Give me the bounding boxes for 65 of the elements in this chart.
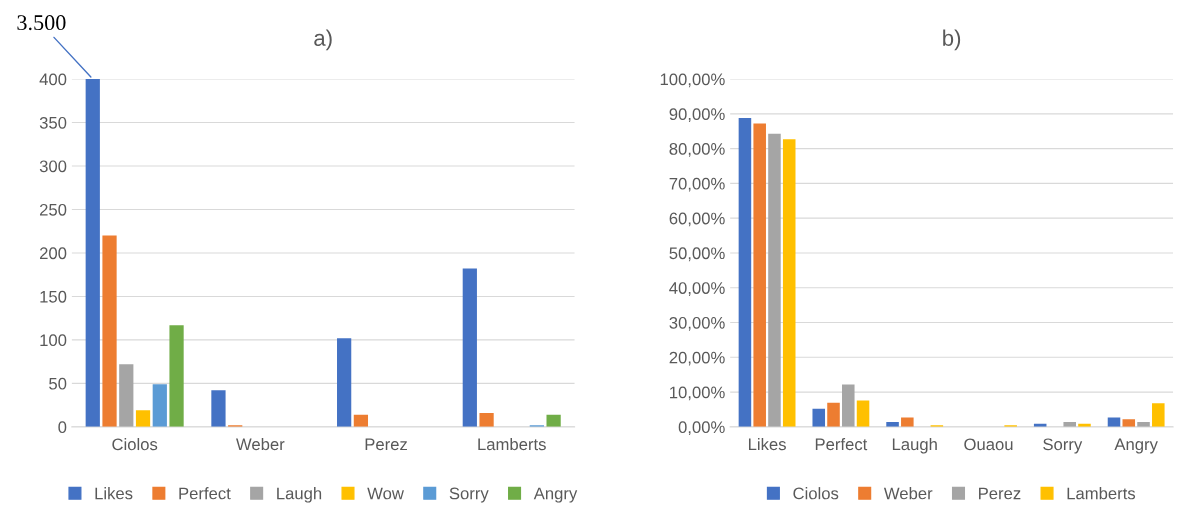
x-tick-label: Likes	[748, 437, 786, 451]
x-tick-label: Angry	[1114, 438, 1158, 454]
y-tick-label: 70,00%	[669, 177, 725, 192]
legend-label: Likes	[95, 487, 133, 500]
y-tick-label: 40,00%	[669, 282, 725, 296]
y-tick-label: 50	[49, 377, 67, 390]
bar	[211, 390, 226, 427]
legend-label: Perfect	[179, 487, 231, 500]
bar	[1107, 417, 1121, 427]
y-tick-label: 100	[40, 334, 67, 347]
y-tick-label: 80,00%	[669, 143, 725, 157]
legend-label: Ciolos	[793, 487, 839, 500]
y-tick-label: 0,00%	[678, 421, 725, 436]
y-tick-label: 90,00%	[669, 108, 725, 122]
y-tick-label: 0	[58, 421, 67, 434]
x-tick-label: Perfect	[815, 438, 868, 451]
bar	[768, 133, 781, 427]
bar	[479, 412, 494, 427]
bar	[546, 414, 561, 427]
legend-label: Weber	[883, 487, 933, 500]
x-tick-label: Weber	[236, 437, 285, 451]
bar	[1152, 403, 1165, 427]
chart-title: a)	[314, 29, 332, 51]
y-tick-label: 30,00%	[669, 316, 725, 331]
bar	[337, 338, 352, 427]
bar	[812, 408, 826, 427]
y-tick-label: 250	[39, 203, 67, 216]
y-tick-label: 100,00%	[660, 73, 725, 88]
legend-label: Sorry	[449, 487, 489, 503]
legend-label: Angry	[533, 487, 578, 503]
x-tick-label: Ouaou	[964, 438, 1013, 451]
y-tick-label: 150	[40, 290, 67, 303]
x-tick-label: Laugh	[892, 437, 937, 454]
bar	[119, 364, 134, 427]
bar	[102, 235, 117, 427]
legend-label: Perez	[979, 487, 1021, 500]
legend-label: Wow	[367, 487, 404, 500]
bar	[901, 417, 914, 427]
bar	[827, 402, 840, 427]
y-tick-label: 400	[39, 73, 67, 86]
y-tick-label: 20,00%	[669, 351, 725, 366]
x-tick-label: Lamberts	[478, 437, 546, 451]
bar	[135, 410, 151, 427]
bar	[753, 123, 766, 427]
bar	[462, 268, 477, 427]
y-tick-label: 350	[39, 116, 67, 129]
bar	[856, 400, 870, 427]
bar	[738, 118, 752, 427]
x-tick-label: Ciolos	[112, 437, 158, 451]
legend-label: Laugh	[277, 487, 322, 503]
bar	[842, 384, 855, 427]
text: 3.500	[17, 15, 66, 31]
x-tick-label: Sorry	[1043, 438, 1083, 454]
y-tick-label: 300	[39, 160, 67, 173]
y-tick-label: 200	[39, 247, 67, 260]
y-tick-label: 60,00%	[669, 212, 725, 227]
bar	[782, 139, 796, 427]
y-tick-label: 10,00%	[670, 386, 725, 401]
bar	[1122, 419, 1136, 427]
bar	[169, 325, 184, 427]
chart-title: b)	[943, 29, 961, 51]
y-tick-label: 50,00%	[669, 247, 725, 262]
legend-label: Lamberts	[1067, 487, 1136, 500]
x-tick-label: Perez	[365, 438, 407, 451]
bar	[152, 384, 167, 427]
